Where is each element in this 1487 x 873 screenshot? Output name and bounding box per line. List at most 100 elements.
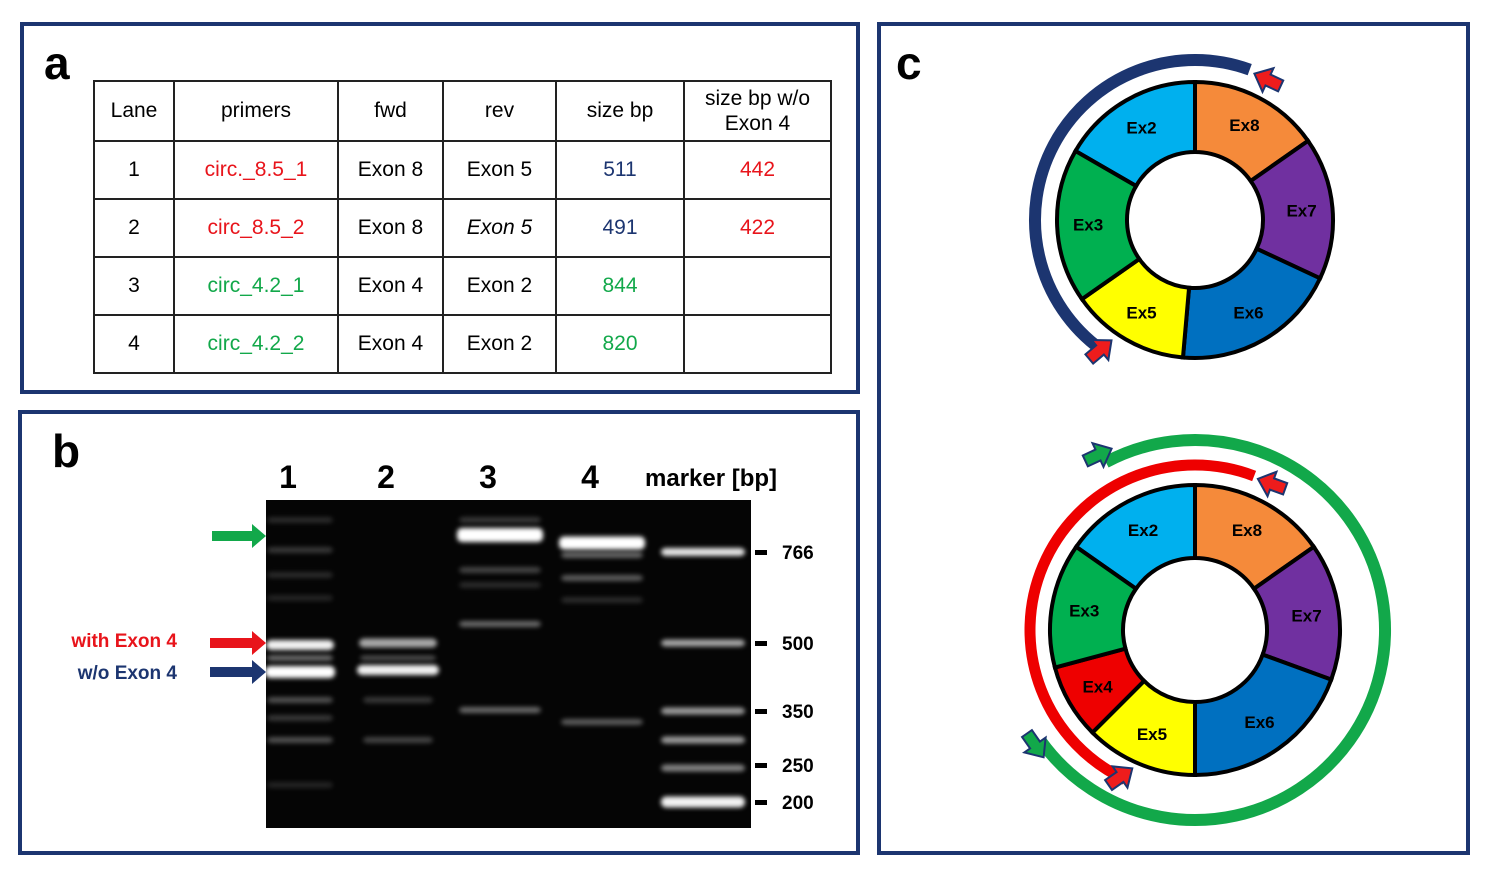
header-size-wo: size bp w/o Exon 4 bbox=[683, 80, 832, 142]
panel-b-label: b bbox=[52, 425, 81, 477]
gel-band bbox=[267, 572, 333, 578]
fwd-cell: Exon 4 bbox=[337, 314, 444, 374]
exon-label: Ex6 bbox=[1233, 304, 1263, 323]
gel-band bbox=[359, 638, 437, 648]
size-wo-cell: 422 bbox=[683, 198, 832, 258]
gel-band bbox=[267, 547, 333, 553]
primer-arrow-icon bbox=[1256, 470, 1289, 499]
size-cell: 491 bbox=[555, 198, 685, 258]
marker-tick bbox=[755, 550, 767, 555]
exon-label: Ex2 bbox=[1126, 118, 1156, 137]
exon-label: Ex2 bbox=[1128, 521, 1158, 540]
exon-label: Ex5 bbox=[1137, 725, 1167, 744]
exon-segment bbox=[1193, 652, 1334, 778]
with-exon4-label: with Exon 4 bbox=[70, 631, 177, 652]
table-header-row: Lane primers fwd rev size bp size bp w/o… bbox=[93, 80, 832, 142]
green-arrow-icon bbox=[212, 524, 266, 548]
size-cell: 844 bbox=[555, 256, 685, 316]
exon-segment bbox=[1055, 148, 1143, 302]
fwd-cell: Exon 8 bbox=[337, 198, 444, 258]
gel-band bbox=[559, 536, 645, 550]
fwd-cell: Exon 8 bbox=[337, 140, 444, 200]
marker-tick-label: 500 bbox=[782, 634, 814, 655]
gel-band bbox=[459, 517, 541, 523]
primer-cell: circ_4.2_1 bbox=[173, 256, 339, 316]
marker-tick-label: 766 bbox=[782, 543, 814, 564]
lane-cell: 2 bbox=[93, 198, 175, 258]
primer-arrow-icon bbox=[1084, 339, 1113, 366]
lane-cell: 3 bbox=[93, 256, 175, 316]
table-row: 1 circ._8.5_1 Exon 8 Exon 5 511 442 bbox=[93, 140, 832, 200]
lane-number: 1 bbox=[279, 459, 297, 495]
amplicon-arc bbox=[1029, 54, 1252, 355]
fwd-cell: Exon 4 bbox=[337, 256, 444, 316]
lane-number: 2 bbox=[377, 459, 395, 495]
gel-band bbox=[459, 707, 541, 713]
marker-tick bbox=[755, 763, 767, 768]
gel-band bbox=[267, 517, 333, 523]
header-primers: primers bbox=[173, 80, 339, 142]
exon-label: Ex5 bbox=[1126, 304, 1156, 323]
outer-amplicon-arc bbox=[1036, 434, 1391, 826]
gel-band bbox=[661, 639, 745, 647]
rev-cell: Exon 5 bbox=[442, 198, 557, 258]
primer-arrow-icon bbox=[1081, 441, 1113, 470]
size-cell: 820 bbox=[555, 314, 685, 374]
size-wo-cell bbox=[683, 256, 832, 316]
exon-label: Ex4 bbox=[1082, 677, 1113, 696]
gel-band bbox=[267, 595, 333, 601]
gel-band bbox=[459, 621, 541, 627]
gel-band bbox=[267, 655, 333, 661]
blue-arrow-icon bbox=[210, 660, 266, 684]
panel-c-label: c bbox=[896, 37, 922, 89]
marker-tick-label: 250 bbox=[782, 756, 814, 777]
gel-band bbox=[360, 655, 436, 661]
exon-segment bbox=[1180, 246, 1323, 360]
exon-label: Ex8 bbox=[1229, 116, 1259, 135]
marker-tick bbox=[755, 709, 767, 714]
size-cell: 511 bbox=[555, 140, 685, 200]
lane-cell: 4 bbox=[93, 314, 175, 374]
gel-band bbox=[561, 552, 643, 558]
header-size: size bp bbox=[555, 80, 685, 142]
size-wo-cell bbox=[683, 314, 832, 374]
gel-band bbox=[561, 575, 643, 581]
inner-amplicon-arc bbox=[1024, 459, 1257, 785]
gel-band bbox=[363, 697, 433, 703]
exon-segment bbox=[1048, 544, 1139, 670]
gel-image bbox=[265, 500, 751, 828]
gel-band bbox=[267, 782, 333, 788]
gel-band bbox=[661, 707, 745, 715]
panel-b bbox=[18, 410, 860, 855]
gel-band bbox=[267, 697, 333, 703]
gel-band bbox=[459, 567, 541, 573]
gel-band bbox=[661, 764, 745, 772]
gel-band bbox=[266, 640, 334, 650]
marker-tick bbox=[755, 800, 767, 805]
panel-a-label: a bbox=[44, 37, 70, 89]
primer-arrow-icon bbox=[1020, 728, 1047, 759]
marker-tick-label: 200 bbox=[782, 793, 814, 814]
gel-band bbox=[661, 548, 745, 556]
circrna-ring-without-exon4: Ex2 Ex8 Ex7 Ex6 Ex5 Ex3 bbox=[1029, 54, 1335, 366]
gel-band bbox=[267, 737, 333, 743]
gel-band bbox=[265, 666, 335, 678]
exon-label: Ex7 bbox=[1291, 606, 1321, 625]
marker-title: marker [bp] bbox=[645, 465, 777, 492]
lane-number: 4 bbox=[581, 459, 599, 495]
exon-label: Ex3 bbox=[1069, 601, 1099, 620]
gel-band bbox=[267, 715, 333, 721]
gel-band bbox=[363, 737, 433, 743]
table-row: 3 circ_4.2_1 Exon 4 Exon 2 844 bbox=[93, 256, 832, 316]
primer-arrow-icon bbox=[1103, 765, 1134, 792]
exon-label: Ex7 bbox=[1286, 202, 1316, 221]
exon-label: Ex3 bbox=[1073, 216, 1103, 235]
primer-cell: circ_8.5_2 bbox=[173, 198, 339, 258]
header-lane: Lane bbox=[93, 80, 175, 142]
lane-cell: 1 bbox=[93, 140, 175, 200]
table-row: 2 circ_8.5_2 Exon 8 Exon 5 491 422 bbox=[93, 198, 832, 258]
gel-band bbox=[561, 597, 643, 603]
rev-cell: Exon 2 bbox=[442, 256, 557, 316]
lane-number: 3 bbox=[479, 459, 497, 495]
